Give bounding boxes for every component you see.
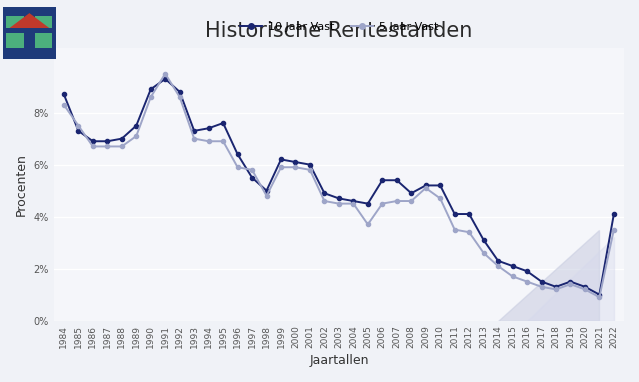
5 Jaar Vast <box>378 201 386 206</box>
10 Jaar Vast <box>162 76 169 81</box>
5 Jaar Vast <box>176 95 183 99</box>
10 Jaar Vast <box>291 160 299 164</box>
Bar <box>6 28 52 33</box>
10 Jaar Vast <box>610 212 618 216</box>
10 Jaar Vast <box>567 279 574 284</box>
10 Jaar Vast <box>104 139 111 144</box>
5 Jaar Vast <box>596 295 603 299</box>
10 Jaar Vast <box>89 139 96 144</box>
10 Jaar Vast <box>523 269 531 274</box>
10 Jaar Vast <box>248 175 256 180</box>
5 Jaar Vast <box>60 103 68 107</box>
5 Jaar Vast <box>552 287 560 292</box>
5 Jaar Vast <box>509 274 516 279</box>
10 Jaar Vast <box>75 129 82 133</box>
5 Jaar Vast <box>306 168 314 172</box>
10 Jaar Vast <box>190 129 198 133</box>
Title: Historische Rentestanden: Historische Rentestanden <box>205 21 473 40</box>
10 Jaar Vast <box>480 238 488 242</box>
Legend: 10 Jaar Vast, 5 Jaar Vast: 10 Jaar Vast, 5 Jaar Vast <box>235 18 442 37</box>
10 Jaar Vast <box>581 285 589 289</box>
5 Jaar Vast <box>335 201 343 206</box>
5 Jaar Vast <box>364 222 372 227</box>
5 Jaar Vast <box>277 165 285 170</box>
5 Jaar Vast <box>480 251 488 255</box>
Bar <box>35 16 52 48</box>
10 Jaar Vast <box>132 123 140 128</box>
10 Jaar Vast <box>147 87 155 92</box>
5 Jaar Vast <box>523 279 531 284</box>
5 Jaar Vast <box>567 282 574 286</box>
10 Jaar Vast <box>537 279 545 284</box>
10 Jaar Vast <box>277 157 285 162</box>
10 Jaar Vast <box>422 183 429 188</box>
5 Jaar Vast <box>581 287 589 292</box>
10 Jaar Vast <box>596 292 603 297</box>
5 Jaar Vast <box>291 165 299 170</box>
Line: 10 Jaar Vast: 10 Jaar Vast <box>62 77 616 297</box>
5 Jaar Vast <box>422 186 429 190</box>
10 Jaar Vast <box>263 188 270 193</box>
5 Jaar Vast <box>494 264 502 268</box>
10 Jaar Vast <box>205 126 213 131</box>
5 Jaar Vast <box>350 201 357 206</box>
10 Jaar Vast <box>408 191 415 196</box>
5 Jaar Vast <box>451 227 459 232</box>
10 Jaar Vast <box>219 121 227 125</box>
Polygon shape <box>6 13 52 31</box>
10 Jaar Vast <box>393 178 401 183</box>
10 Jaar Vast <box>494 259 502 263</box>
5 Jaar Vast <box>162 71 169 76</box>
10 Jaar Vast <box>306 162 314 167</box>
5 Jaar Vast <box>234 165 242 170</box>
10 Jaar Vast <box>350 199 357 203</box>
5 Jaar Vast <box>248 168 256 172</box>
10 Jaar Vast <box>335 196 343 201</box>
Line: 5 Jaar Vast: 5 Jaar Vast <box>62 71 616 299</box>
5 Jaar Vast <box>263 194 270 198</box>
Polygon shape <box>498 230 599 320</box>
5 Jaar Vast <box>104 144 111 149</box>
5 Jaar Vast <box>132 134 140 138</box>
5 Jaar Vast <box>610 227 618 232</box>
5 Jaar Vast <box>408 199 415 203</box>
Y-axis label: Procenten: Procenten <box>15 153 28 215</box>
10 Jaar Vast <box>234 152 242 157</box>
X-axis label: Jaartallen: Jaartallen <box>309 354 369 367</box>
10 Jaar Vast <box>118 136 126 141</box>
5 Jaar Vast <box>436 196 444 201</box>
5 Jaar Vast <box>147 95 155 99</box>
5 Jaar Vast <box>321 199 328 203</box>
10 Jaar Vast <box>378 178 386 183</box>
5 Jaar Vast <box>465 230 473 235</box>
10 Jaar Vast <box>321 191 328 196</box>
10 Jaar Vast <box>176 89 183 94</box>
10 Jaar Vast <box>436 183 444 188</box>
5 Jaar Vast <box>89 144 96 149</box>
10 Jaar Vast <box>451 212 459 216</box>
5 Jaar Vast <box>190 136 198 141</box>
Polygon shape <box>527 238 614 320</box>
5 Jaar Vast <box>118 144 126 149</box>
5 Jaar Vast <box>219 139 227 144</box>
10 Jaar Vast <box>364 201 372 206</box>
5 Jaar Vast <box>75 123 82 128</box>
5 Jaar Vast <box>393 199 401 203</box>
10 Jaar Vast <box>465 212 473 216</box>
10 Jaar Vast <box>509 264 516 268</box>
10 Jaar Vast <box>60 92 68 97</box>
Bar <box>6 16 24 48</box>
10 Jaar Vast <box>552 285 560 289</box>
5 Jaar Vast <box>205 139 213 144</box>
5 Jaar Vast <box>537 285 545 289</box>
